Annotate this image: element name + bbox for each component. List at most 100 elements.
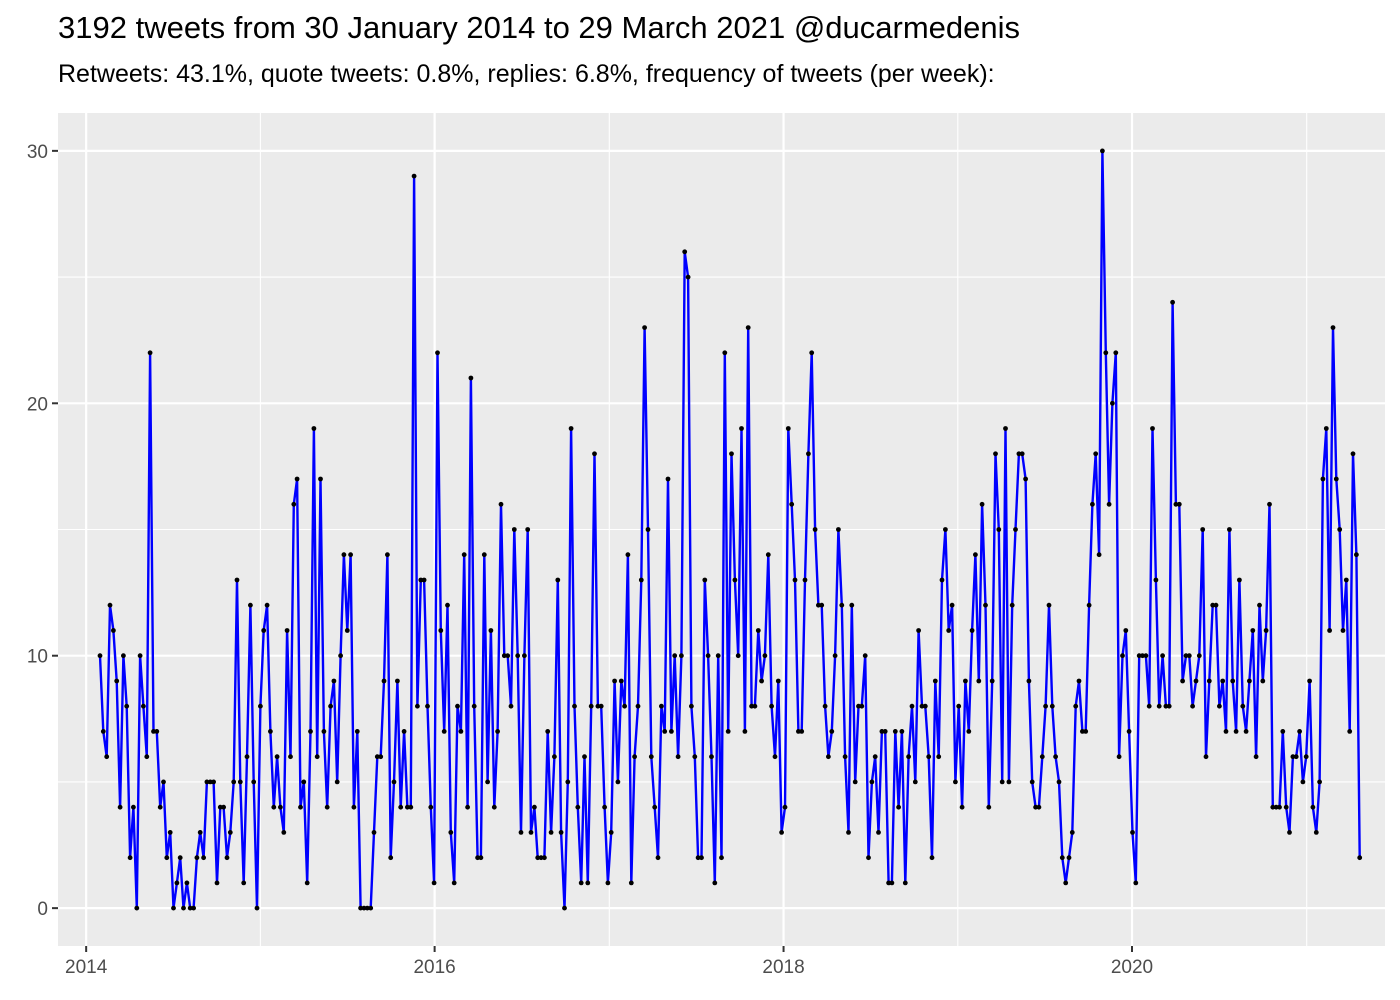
data-point	[879, 729, 885, 734]
data-point	[194, 855, 200, 861]
data-point	[441, 729, 447, 734]
data-point	[762, 653, 768, 659]
data-point	[184, 880, 190, 886]
data-point	[652, 804, 658, 810]
data-point	[832, 653, 838, 659]
data-point	[1039, 754, 1045, 760]
data-point	[201, 855, 207, 861]
data-point	[568, 426, 574, 431]
data-point	[1350, 451, 1356, 457]
data-point	[121, 653, 126, 659]
data-point	[1200, 527, 1206, 532]
data-point	[759, 678, 764, 684]
data-point	[461, 552, 467, 558]
data-point	[902, 880, 908, 886]
data-point	[1176, 501, 1182, 507]
data-point	[685, 274, 691, 280]
data-point	[705, 653, 711, 659]
data-point	[234, 577, 240, 583]
data-point	[792, 577, 798, 583]
data-point	[963, 678, 968, 684]
data-point	[495, 729, 500, 734]
data-point	[187, 905, 193, 911]
chart-subtitle: Retweets: 43.1%, quote tweets: 0.8%, rep…	[58, 60, 995, 88]
data-point	[522, 653, 527, 659]
data-point	[131, 804, 136, 810]
data-point	[769, 703, 774, 709]
data-point	[966, 729, 972, 734]
data-point	[849, 602, 855, 608]
data-point	[572, 703, 577, 709]
data-point	[508, 703, 514, 709]
data-point	[672, 653, 678, 659]
data-point	[281, 830, 287, 835]
data-point	[471, 703, 477, 709]
data-point	[836, 527, 841, 532]
data-point	[1160, 653, 1165, 659]
data-point	[324, 804, 330, 810]
data-point	[806, 451, 811, 457]
data-point	[100, 729, 106, 734]
data-point	[1217, 703, 1222, 709]
data-point	[732, 577, 738, 583]
data-point	[1166, 703, 1172, 709]
x-tick-label: 2014	[65, 957, 108, 978]
data-point	[562, 905, 567, 911]
data-point	[488, 628, 494, 633]
data-point	[922, 703, 928, 709]
data-point	[1090, 501, 1095, 507]
data-point	[542, 855, 547, 861]
data-point	[151, 729, 156, 734]
data-point	[1323, 426, 1329, 431]
data-point	[385, 552, 390, 558]
data-point	[1260, 678, 1266, 684]
data-point	[1093, 451, 1099, 457]
data-point	[318, 476, 323, 482]
data-point	[1080, 729, 1085, 734]
data-point	[943, 527, 948, 532]
data-point	[1033, 804, 1038, 810]
data-point	[445, 602, 450, 608]
data-point	[996, 527, 1002, 532]
data-point	[161, 779, 166, 785]
data-point	[993, 451, 998, 457]
data-point	[391, 779, 397, 785]
data-point	[1003, 426, 1008, 431]
data-point	[478, 855, 484, 861]
data-point	[1023, 476, 1028, 482]
data-point	[428, 804, 434, 810]
data-point	[1220, 678, 1226, 684]
data-point	[465, 804, 470, 810]
data-point	[1180, 678, 1185, 684]
data-point	[909, 703, 915, 709]
data-point	[237, 779, 243, 785]
data-point	[916, 628, 921, 633]
data-point	[134, 905, 140, 911]
data-point	[458, 729, 464, 734]
data-point	[311, 426, 317, 431]
data-point	[822, 703, 828, 709]
data-point	[221, 804, 227, 810]
data-point	[989, 678, 995, 684]
data-point	[1206, 678, 1212, 684]
data-point	[1069, 830, 1075, 835]
data-point	[1347, 729, 1353, 734]
data-point	[528, 830, 534, 835]
data-point	[1247, 678, 1252, 684]
data-point	[622, 703, 627, 709]
data-point	[171, 905, 176, 911]
data-point	[876, 830, 881, 835]
data-point	[809, 350, 815, 356]
data-point	[211, 779, 217, 785]
data-point	[896, 804, 901, 810]
data-point	[167, 830, 173, 835]
axes: 0 10 20 30 2014 2016 2018 2020	[27, 142, 1153, 978]
data-point	[498, 501, 504, 507]
data-point	[742, 729, 748, 734]
data-point	[1026, 678, 1032, 684]
data-point	[608, 830, 614, 835]
y-tick-label: 30	[27, 142, 48, 163]
data-point	[1263, 628, 1269, 633]
data-point	[455, 703, 460, 709]
data-point	[264, 602, 270, 608]
